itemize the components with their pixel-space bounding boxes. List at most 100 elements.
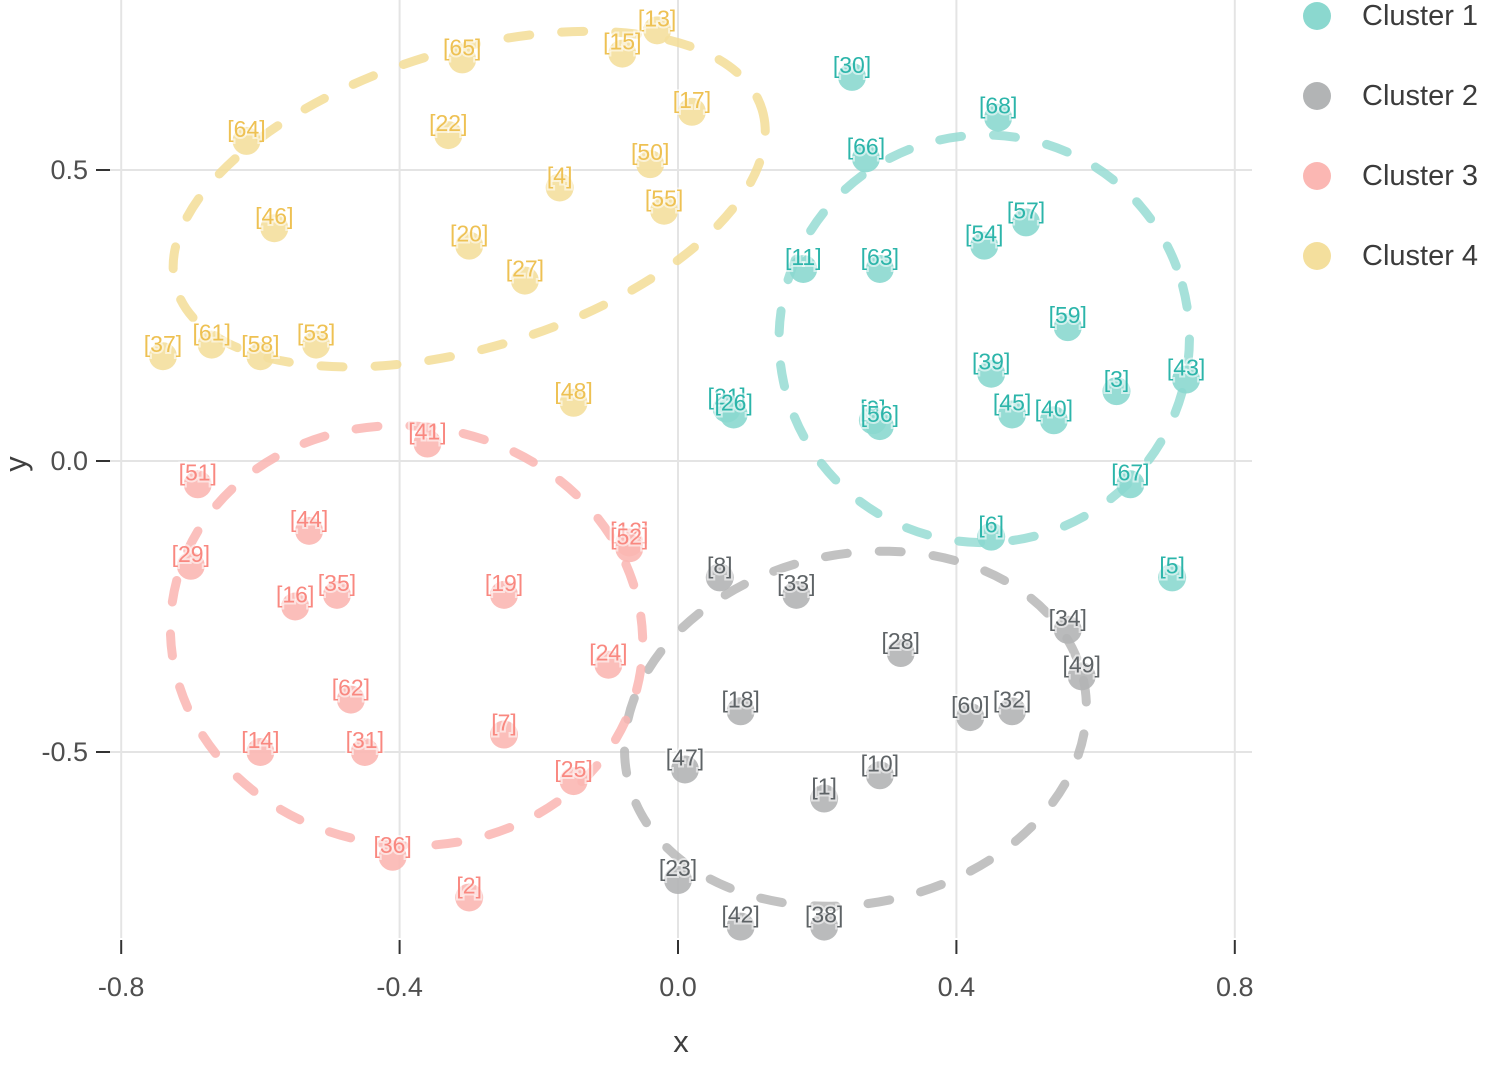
data-point-label: [56] bbox=[861, 401, 899, 427]
data-point-label: [51] bbox=[179, 459, 217, 485]
data-point bbox=[434, 121, 463, 150]
data-point bbox=[594, 650, 623, 679]
data-point bbox=[956, 703, 985, 732]
data-point-label: [2] bbox=[456, 873, 482, 899]
x-axis-title: x bbox=[673, 1024, 689, 1059]
data-point-label: [13] bbox=[638, 5, 676, 31]
data-point bbox=[782, 580, 811, 609]
data-point bbox=[246, 342, 275, 371]
data-point-label: [53] bbox=[297, 320, 335, 346]
data-point bbox=[197, 330, 226, 359]
legend-label-cluster-3: Cluster 3 bbox=[1362, 159, 1479, 192]
data-point-label: [36] bbox=[373, 832, 411, 858]
data-point-label: [39] bbox=[972, 349, 1010, 375]
data-point bbox=[726, 697, 755, 726]
data-point bbox=[1067, 662, 1096, 691]
legend-swatch-cluster-4-icon bbox=[1303, 242, 1331, 270]
data-point bbox=[176, 551, 205, 580]
data-point bbox=[865, 412, 894, 441]
data-point bbox=[1053, 313, 1082, 342]
legend-item-cluster-3: Cluster 3 bbox=[1303, 158, 1478, 194]
data-point-label: [57] bbox=[1007, 197, 1045, 223]
data-point-label: [68] bbox=[979, 93, 1017, 119]
data-point bbox=[1172, 365, 1201, 394]
y-axis-title: y bbox=[0, 456, 33, 472]
data-point-label: [31] bbox=[346, 727, 384, 753]
data-point-label: [20] bbox=[450, 221, 488, 247]
data-point-label: [25] bbox=[554, 756, 592, 782]
data-point-label: [42] bbox=[721, 902, 759, 928]
data-point-label: [48] bbox=[554, 378, 592, 404]
y-axis-tick-label: -0.5 bbox=[41, 737, 88, 767]
data-point-label: [62] bbox=[332, 675, 370, 701]
legend-item-cluster-1: Cluster 1 bbox=[1303, 0, 1478, 34]
data-point-label: [32] bbox=[993, 686, 1031, 712]
data-point bbox=[851, 144, 880, 173]
data-point bbox=[608, 39, 637, 68]
data-point bbox=[260, 214, 289, 243]
data-point bbox=[705, 563, 734, 592]
data-point-label: [34] bbox=[1049, 605, 1087, 631]
data-point bbox=[636, 150, 665, 179]
data-point bbox=[1158, 563, 1187, 592]
data-point bbox=[865, 761, 894, 790]
data-point-label: [44] bbox=[290, 506, 328, 532]
data-point-label: [60] bbox=[951, 692, 989, 718]
data-point bbox=[510, 266, 539, 295]
data-point-label: [29] bbox=[172, 541, 210, 567]
data-point bbox=[615, 534, 644, 563]
data-point bbox=[810, 912, 839, 941]
legend-swatch-cluster-3-icon bbox=[1303, 162, 1331, 190]
data-point-label: [4] bbox=[547, 162, 573, 188]
data-point bbox=[664, 866, 692, 895]
data-point bbox=[295, 516, 324, 545]
data-point bbox=[726, 912, 755, 941]
data-point-label: [61] bbox=[192, 320, 230, 346]
data-point bbox=[350, 738, 379, 766]
legend-label-cluster-1: Cluster 1 bbox=[1362, 0, 1479, 32]
data-point bbox=[998, 400, 1027, 429]
data-point bbox=[183, 470, 212, 499]
data-point-label: [11] bbox=[785, 244, 822, 270]
data-point bbox=[838, 62, 866, 91]
data-point bbox=[490, 720, 518, 749]
data-point bbox=[455, 883, 484, 912]
data-point-label: [33] bbox=[777, 570, 815, 596]
data-point bbox=[865, 254, 894, 283]
cluster-1-ellipse bbox=[774, 130, 1194, 548]
x-axis-tick-label: 0.4 bbox=[938, 972, 976, 1002]
data-point-label: [37] bbox=[144, 331, 182, 357]
data-point bbox=[281, 592, 310, 621]
data-point-label: [43] bbox=[1167, 355, 1205, 381]
data-point bbox=[1012, 208, 1040, 237]
cluster-4-points: [13][15] [65] [17] [64] [22] [50] [4] [55] [46] [… bbox=[142, 3, 713, 417]
legend-item-cluster-4: Cluster 4 bbox=[1303, 238, 1478, 274]
data-point bbox=[998, 697, 1027, 726]
data-point-label: [1] bbox=[811, 774, 837, 800]
data-point bbox=[448, 45, 477, 74]
legend-label-cluster-2: Cluster 2 bbox=[1362, 79, 1479, 112]
data-point-label: [30] bbox=[833, 52, 871, 78]
data-point bbox=[719, 400, 748, 429]
data-point-label: [10] bbox=[861, 750, 899, 776]
legend-swatch-cluster-2-icon bbox=[1303, 82, 1331, 110]
data-point-label: [55] bbox=[645, 186, 683, 212]
data-point-label: [16] bbox=[276, 582, 314, 608]
data-point bbox=[977, 359, 1006, 388]
data-point-label: [15] bbox=[603, 29, 641, 55]
cluster-3-points: [41][51][44] [12][52][29][19][35][16][24]… bbox=[170, 417, 650, 912]
data-point bbox=[886, 639, 915, 668]
data-point-label: [24] bbox=[589, 640, 627, 666]
data-point-label: [26] bbox=[714, 389, 752, 415]
y-axis-tick-label: 0.5 bbox=[50, 155, 88, 185]
data-point-label: [40] bbox=[1035, 395, 1073, 421]
data-point-label: [27] bbox=[506, 256, 544, 282]
data-point-label: [59] bbox=[1049, 302, 1087, 328]
data-point bbox=[378, 842, 407, 871]
data-point bbox=[246, 738, 275, 766]
cluster-2-points: [8] [33] [28] [34] [49] [18] [32][60] [47] [10] [… bbox=[657, 550, 1103, 941]
data-point-label: [50] bbox=[631, 139, 669, 165]
data-point-label: [45] bbox=[993, 389, 1031, 415]
data-point-label: [5] bbox=[1159, 552, 1185, 578]
